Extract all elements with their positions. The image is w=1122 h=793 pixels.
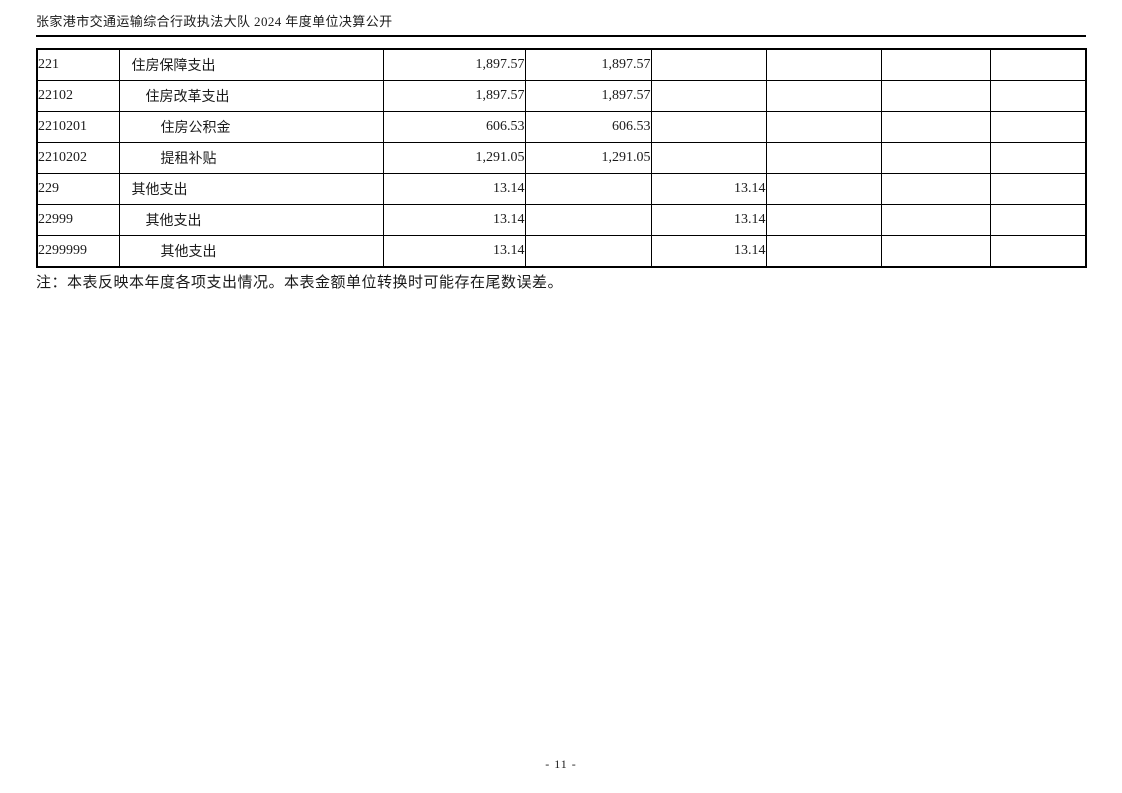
cell-value [765,80,882,112]
table-row: 2210201 住房公积金 606.53 606.53 [36,111,1087,143]
cell-subject-name: 住房公积金 [118,111,384,143]
cell-code: 2210201 [36,111,120,143]
cell-value [989,173,1087,205]
cell-value [765,111,882,143]
cell-value [524,204,652,236]
cell-value [880,111,991,143]
cell-value [989,142,1087,174]
cell-value [880,173,991,205]
cell-code: 2299999 [36,235,120,268]
cell-value: 13.14 [650,173,767,205]
cell-value [880,48,991,81]
cell-value: 1,897.57 [524,48,652,81]
cell-code: 2210202 [36,142,120,174]
page-title: 张家港市交通运输综合行政执法大队 2024 年度单位决算公开 [36,14,393,29]
cell-value: 13.14 [650,204,767,236]
cell-value [650,48,767,81]
cell-value [989,204,1087,236]
cell-value [880,204,991,236]
cell-value [989,235,1087,268]
cell-value [650,80,767,112]
cell-subject-name: 住房保障支出 [118,48,384,81]
cell-value: 606.53 [524,111,652,143]
table-footnote: 注：本表反映本年度各项支出情况。本表金额单位转换时可能存在尾数误差。 [36,275,564,291]
table-row: 22102 住房改革支出 1,897.57 1,897.57 [36,80,1087,112]
cell-value [765,142,882,174]
cell-value [765,48,882,81]
cell-value [989,111,1087,143]
cell-value [765,235,882,268]
cell-value: 13.14 [382,235,526,268]
cell-value [989,48,1087,81]
cell-value: 1,897.57 [382,80,526,112]
cell-subject-name: 住房改革支出 [118,80,384,112]
cell-value: 1,897.57 [524,80,652,112]
cell-value [989,80,1087,112]
cell-value [880,235,991,268]
cell-value: 606.53 [382,111,526,143]
cell-value [765,173,882,205]
table-row: 22999 其他支出 13.14 13.14 [36,204,1087,236]
cell-value [650,142,767,174]
cell-value: 1,897.57 [382,48,526,81]
cell-value [880,142,991,174]
cell-value: 13.14 [382,204,526,236]
cell-value [650,111,767,143]
cell-value [524,173,652,205]
cell-subject-name: 提租补贴 [118,142,384,174]
cell-value: 13.14 [650,235,767,268]
document-header: 张家港市交通运输综合行政执法大队 2024 年度单位决算公开 [36,11,1086,37]
cell-subject-name: 其他支出 [118,173,384,205]
page-number: - 11 - [545,757,577,771]
cell-subject-name: 其他支出 [118,235,384,268]
cell-code: 22102 [36,80,120,112]
cell-value [524,235,652,268]
cell-subject-name: 其他支出 [118,204,384,236]
cell-code: 221 [36,48,120,81]
table-row: 2299999 其他支出 13.14 13.14 [36,235,1087,268]
cell-value: 1,291.05 [382,142,526,174]
cell-value: 13.14 [382,173,526,205]
cell-value [765,204,882,236]
table-row: 2210202 提租补贴 1,291.05 1,291.05 [36,142,1087,174]
table-row: 221 住房保障支出 1,897.57 1,897.57 [36,48,1087,81]
table-row: 229 其他支出 13.14 13.14 [36,173,1087,205]
cell-code: 22999 [36,204,120,236]
expenditure-table: 221 住房保障支出 1,897.57 1,897.57 22102 住房改革支… [36,48,1087,268]
cell-value: 1,291.05 [524,142,652,174]
cell-code: 229 [36,173,120,205]
cell-value [880,80,991,112]
